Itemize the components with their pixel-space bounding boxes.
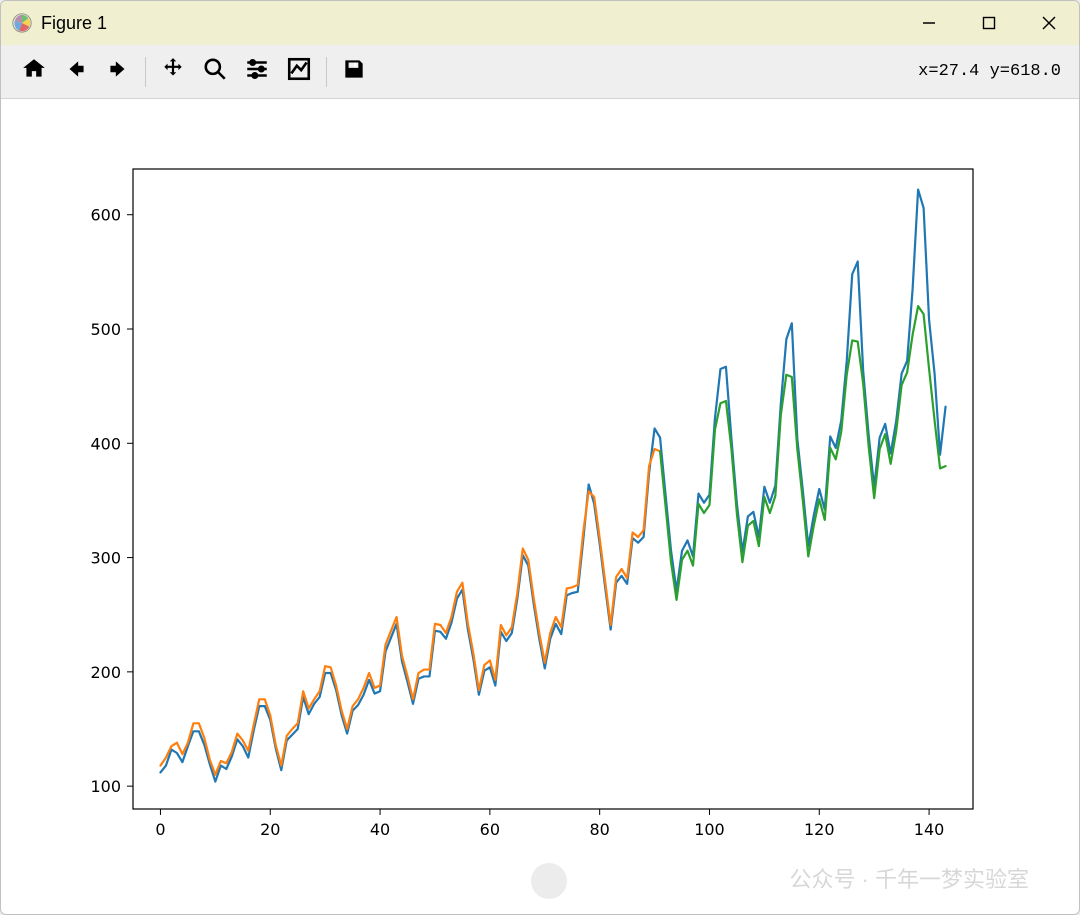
cursor-coordinates: x=27.4 y=618.0	[918, 62, 1067, 81]
svg-text:400: 400	[90, 434, 121, 453]
edit-axis-button[interactable]	[282, 55, 316, 89]
matplotlib-toolbar: x=27.4 y=618.0	[1, 45, 1079, 99]
svg-text:600: 600	[90, 206, 121, 225]
titlebar: Figure 1	[1, 1, 1079, 45]
svg-text:0: 0	[155, 820, 165, 839]
svg-text:100: 100	[90, 777, 121, 796]
back-icon	[63, 56, 89, 87]
configure-icon	[244, 56, 270, 87]
svg-text:20: 20	[260, 820, 280, 839]
svg-text:60: 60	[480, 820, 500, 839]
matplotlib-app-icon	[11, 12, 33, 34]
home-button[interactable]	[17, 55, 51, 89]
forward-button[interactable]	[101, 55, 135, 89]
zoom-icon	[202, 56, 228, 87]
figure-canvas[interactable]: 020406080100120140100200300400500600 公众号…	[1, 99, 1079, 914]
window-title: Figure 1	[41, 13, 107, 34]
svg-text:200: 200	[90, 663, 121, 682]
forward-icon	[105, 56, 131, 87]
toolbar-separator	[326, 57, 327, 87]
minimize-button[interactable]	[899, 1, 959, 45]
svg-text:300: 300	[90, 549, 121, 568]
pan-button[interactable]	[156, 55, 190, 89]
home-icon	[21, 56, 47, 87]
back-button[interactable]	[59, 55, 93, 89]
toolbar-separator	[145, 57, 146, 87]
line-chart: 0 20 40 60 80 100 120 140 100 200 300 400 500 600	[1, 99, 1079, 914]
pan-icon	[160, 56, 186, 87]
maximize-button[interactable]	[959, 1, 1019, 45]
svg-text:500: 500	[90, 320, 121, 339]
svg-text:40: 40	[370, 820, 390, 839]
configure-subplots-button[interactable]	[240, 55, 274, 89]
svg-text:140: 140	[914, 820, 945, 839]
zoom-button[interactable]	[198, 55, 232, 89]
figure-window: Figure 1	[0, 0, 1080, 915]
edit-icon	[286, 56, 312, 87]
save-button[interactable]	[337, 55, 371, 89]
save-icon	[341, 56, 367, 87]
svg-text:80: 80	[589, 820, 609, 839]
svg-text:100: 100	[694, 820, 725, 839]
svg-text:120: 120	[804, 820, 835, 839]
close-button[interactable]	[1019, 1, 1079, 45]
